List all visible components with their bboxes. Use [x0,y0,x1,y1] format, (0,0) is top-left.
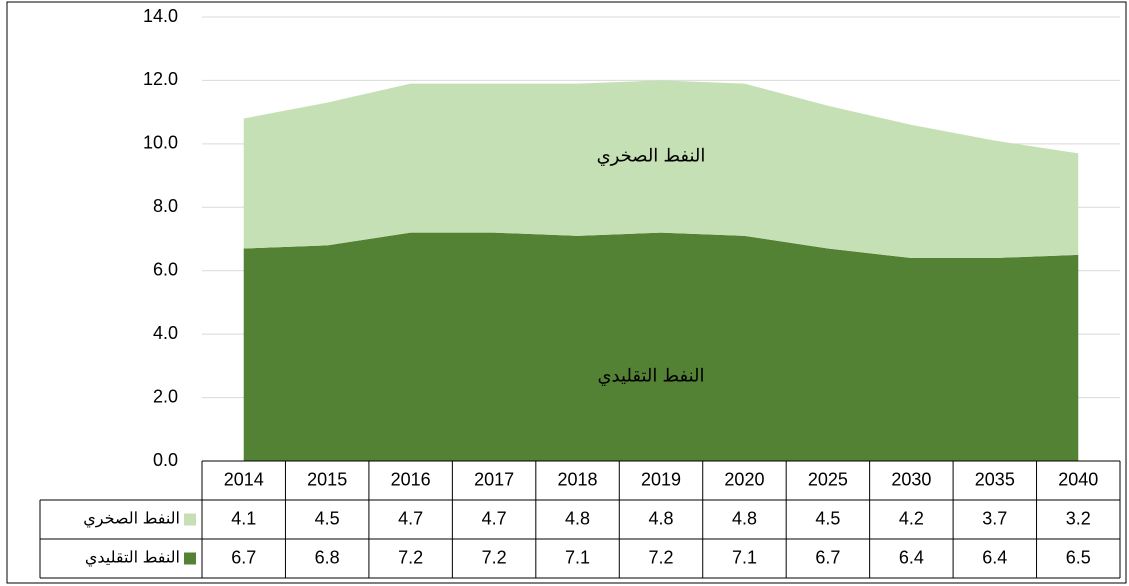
area-label: النفط التقليدي [597,366,704,386]
legend-swatch [184,513,196,526]
x-tick-label: 2035 [975,469,1015,489]
y-tick-label: 8.0 [153,196,178,216]
x-tick-label: 2016 [391,469,431,489]
x-tick-label: 2015 [307,469,347,489]
area [243,232,1079,461]
table-value: 4.5 [315,508,340,528]
area-label: النفط الصخري [597,145,706,166]
x-tick-label: 2018 [558,469,598,489]
table-value: 4.1 [231,508,256,528]
y-tick-label: 6.0 [153,259,178,279]
table-value: 4.2 [899,508,924,528]
x-tick-label: 2014 [224,469,264,489]
table-value: 4.8 [648,508,673,528]
table-value: 4.5 [815,508,840,528]
y-tick-label: 2.0 [153,386,178,406]
table-value: 7.1 [732,547,757,567]
table-value: 7.1 [565,547,590,567]
table-value: 7.2 [398,547,423,567]
table-value: 3.2 [1066,508,1091,528]
table-value: 7.2 [648,547,673,567]
y-tick-label: 14.0 [143,6,178,26]
x-tick-label: 2025 [808,469,848,489]
table-value: 6.7 [815,547,840,567]
table-value: 7.2 [482,547,507,567]
y-tick-label: 0.0 [153,450,178,470]
legend-swatch [184,552,196,565]
x-tick-label: 2019 [641,469,681,489]
x-tick-label: 2040 [1058,469,1098,489]
area [243,80,1079,259]
table-value: 4.8 [732,508,757,528]
y-tick-label: 10.0 [143,133,178,153]
table-value: 6.5 [1066,547,1091,567]
table-value: 3.7 [982,508,1007,528]
table-value: 6.4 [899,547,924,567]
frame [6,1,1127,584]
y-tick-label: 12.0 [143,69,178,89]
table-value: 6.7 [231,547,256,567]
legend-label: النفط التقليدي [85,550,180,567]
x-tick-label: 2020 [724,469,764,489]
y-tick-label: 4.0 [153,323,178,343]
x-tick-label: 2030 [891,469,931,489]
table-value: 4.7 [482,508,507,528]
table-value: 6.8 [315,547,340,567]
table-value: 4.8 [565,508,590,528]
x-tick-label: 2017 [474,469,514,489]
legend-label: النفط الصخري [83,511,180,528]
table-value: 4.7 [398,508,423,528]
table-value: 6.4 [982,547,1007,567]
